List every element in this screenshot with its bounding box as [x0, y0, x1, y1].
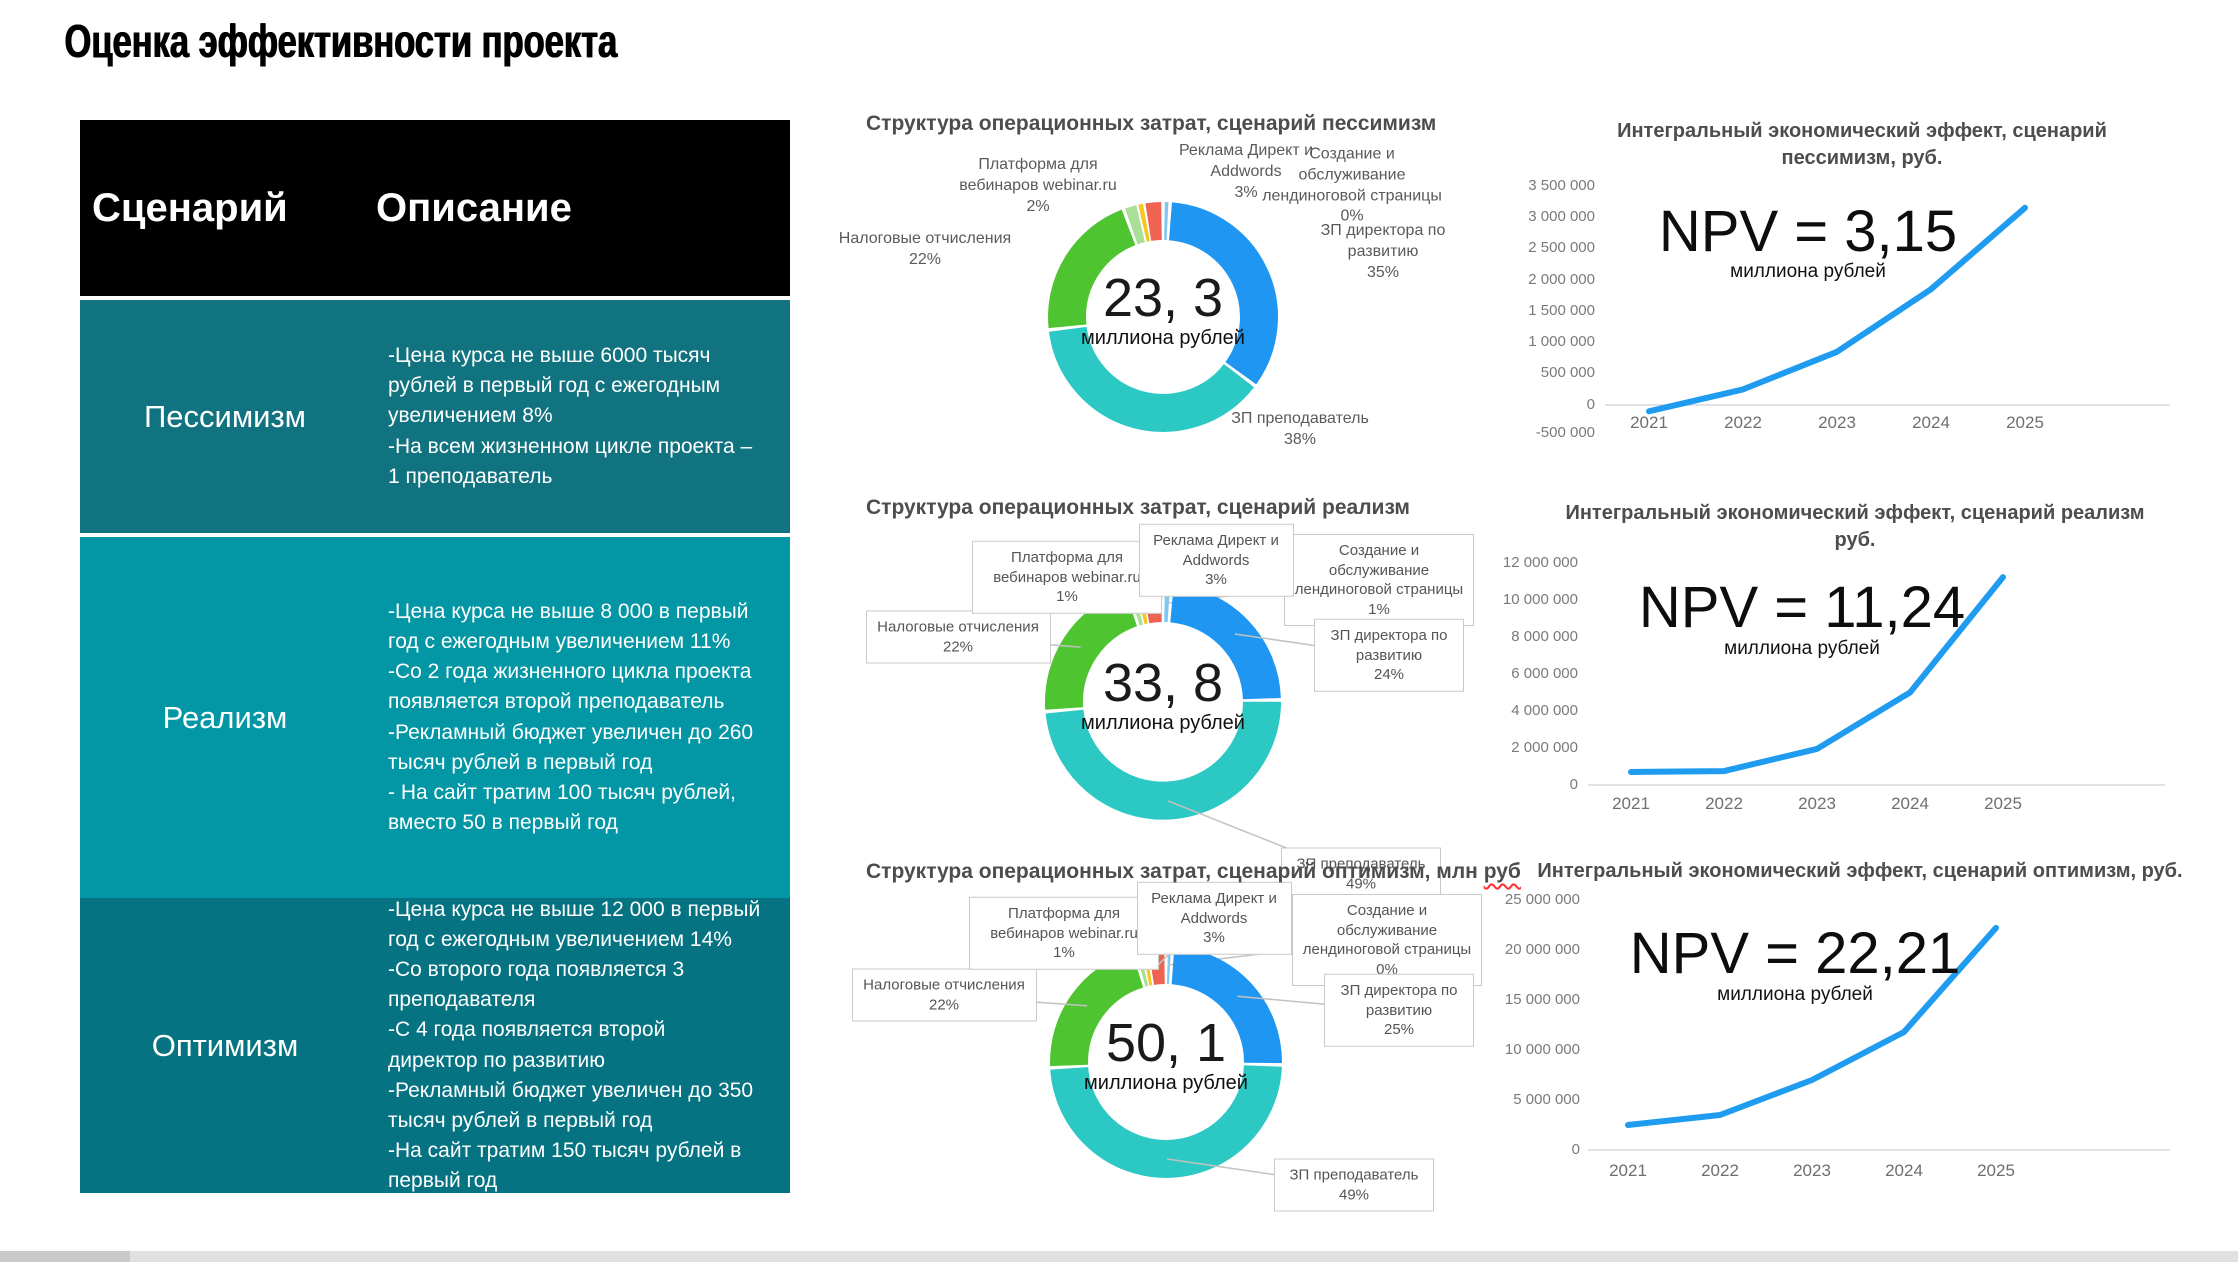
npv-unit: миллиона рублей: [1730, 261, 1886, 282]
table-header-row: Сценарий Описание: [80, 120, 790, 296]
table-row-optimism: Оптимизм -Цена курса не выше 12 000 в пе…: [80, 898, 790, 1193]
horizontal-scrollbar-thumb[interactable]: [0, 1251, 130, 1262]
donut-center-value: 23, 3: [1102, 268, 1224, 328]
donut-center-unit: миллиона рублей: [1081, 327, 1245, 349]
donut-segment: [1045, 701, 1281, 820]
donut-center-unit: миллиона рублей: [1081, 712, 1245, 734]
npv-value-realism: NPV = 11,24: [1638, 575, 1966, 640]
npv-unit: миллиона рублей: [1717, 984, 1873, 1005]
scenario-description: -Цена курса не выше 8 000 в первый год с…: [388, 600, 754, 834]
npv-value-optimism: NPV = 22,21: [1629, 921, 1961, 986]
label-leader-line: [934, 994, 1088, 1007]
data-line: [1625, 924, 1999, 1128]
table-row-pessimism: Пессимизм -Цена курса не выше 6000 тысяч…: [80, 300, 790, 533]
donut-center-unit: миллиона рублей: [1084, 1072, 1248, 1094]
line-title-optimism: Интегральный экономический эффект, сцена…: [1537, 860, 2183, 882]
donut-segment: [1142, 947, 1153, 986]
scenario-description: -Цена курса не выше 12 000 в первый год …: [388, 898, 761, 1192]
horizontal-scrollbar-track[interactable]: [0, 1251, 2238, 1262]
donut-segment: [1145, 202, 1163, 241]
label-leader-line: [948, 636, 1081, 648]
donut-segment: [1125, 205, 1146, 245]
label-leader-line: [1054, 932, 1143, 969]
donut-segment: [1050, 951, 1144, 1067]
line-title-pessimism: Интегральный экономический эффект, сцена…: [1617, 120, 2107, 169]
donut-center-value: 50, 1: [1105, 1013, 1227, 1073]
donut-title-optimism: Структура операционных затрат, сценарий …: [866, 860, 1521, 883]
scenario-description: -Цена курса не выше 6000 тысяч рублей в …: [388, 344, 753, 488]
donut-center-value: 33, 8: [1102, 653, 1224, 713]
data-line: [1646, 204, 2028, 415]
header-description: Описание: [376, 185, 572, 230]
npv-unit: миллиона рублей: [1724, 638, 1880, 659]
scenario-table[interactable]: Сценарий Описание Пессимизм -Цена курса …: [80, 120, 790, 1193]
data-line: [1628, 574, 2006, 775]
donut-segment: [1138, 203, 1150, 242]
scenario-name: Пессимизм: [144, 398, 306, 434]
line-title-realism: Интегральный экономический эффект, сцена…: [1565, 502, 2145, 551]
table-row-realism: Реализм -Цена курса не выше 8 000 в перв…: [80, 537, 790, 898]
donut-segment: [1048, 326, 1255, 432]
donut-title-realism: Структура операционных затрат, сценарий …: [866, 496, 1410, 519]
donut-segment: [1050, 1064, 1282, 1178]
spellcheck-underline: руб: [1483, 860, 1521, 883]
donut-segment: [1135, 586, 1148, 625]
header-scenario: Сценарий: [92, 185, 288, 230]
scenario-name: Оптимизм: [151, 1027, 299, 1063]
donut-segment: [1169, 584, 1281, 700]
donut-title-pessimism: Структура операционных затрат, сценарий …: [866, 112, 1437, 135]
donut-segment: [1048, 209, 1136, 329]
donut-segment: [1168, 202, 1278, 385]
npv-value-pessimism: NPV = 3,15: [1658, 199, 1958, 264]
scenario-name: Реализм: [162, 699, 288, 735]
slide-title: Оценка эффективности проекта: [64, 15, 617, 67]
